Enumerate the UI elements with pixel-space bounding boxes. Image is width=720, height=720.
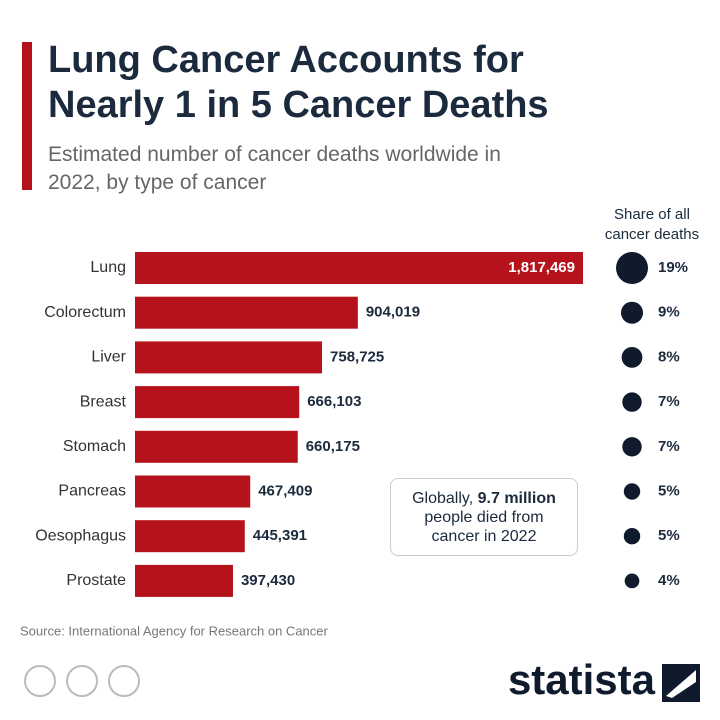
share-title: Share of all cancer deaths (605, 206, 699, 243)
share-label: 7% (658, 438, 680, 455)
value-label: 758,725 (330, 348, 384, 365)
share-label: 8% (658, 348, 680, 365)
bar (135, 564, 233, 597)
category-label: Pancreas (58, 483, 126, 500)
bar (135, 520, 245, 553)
bar (135, 430, 298, 463)
bar (135, 475, 251, 508)
share-bubble (623, 527, 641, 545)
annotation-text: Globally, 9.7 million people died from c… (399, 489, 569, 546)
annotation-part: Globally, (412, 489, 478, 507)
logo: statista (508, 656, 656, 703)
license-icons (24, 665, 140, 697)
share-label: 5% (658, 482, 680, 499)
value-label: 397,430 (241, 572, 295, 589)
category-label: Prostate (66, 572, 126, 589)
value-label: 1,817,469 (508, 259, 575, 276)
share-bubble (622, 437, 642, 457)
bar (135, 296, 358, 329)
category-label: Liver (91, 349, 126, 366)
category-label: Oesophagus (35, 527, 126, 544)
annotation-highlight: 9.7 million (477, 489, 556, 507)
category-label: Breast (80, 393, 127, 410)
share-bubble (623, 483, 641, 500)
category-label: Colorectum (44, 304, 126, 321)
annotation-part: people died from cancer in 2022 (424, 508, 544, 545)
source: Source: International Agency for Researc… (20, 623, 329, 638)
share-label: 4% (658, 572, 680, 589)
value-label: 666,103 (307, 393, 361, 410)
share-bubble (622, 392, 642, 412)
share-bubble (616, 252, 648, 284)
share-bubble (624, 573, 640, 589)
chart-subtitle: Estimated number of cancer deaths worldw… (48, 143, 501, 194)
share-bubble (621, 347, 643, 368)
category-label: Lung (90, 259, 126, 276)
bar (135, 252, 583, 284)
value-label: 467,409 (258, 482, 312, 499)
share-bubble (620, 301, 644, 324)
logo-icon (662, 664, 700, 702)
share-label: 5% (658, 527, 680, 544)
value-label: 660,175 (306, 438, 360, 455)
share-label: 19% (658, 259, 688, 276)
bar (135, 386, 300, 419)
chart-title: Lung Cancer Accounts for Nearly 1 in 5 Ca… (48, 39, 549, 126)
annotation: Globally, 9.7 million people died from c… (390, 478, 578, 556)
share-label: 7% (658, 393, 680, 410)
bar (135, 341, 323, 374)
accent-bar (22, 42, 32, 190)
share-label: 9% (658, 304, 680, 321)
category-label: Stomach (63, 438, 126, 455)
value-label: 904,019 (366, 304, 420, 321)
value-label: 445,391 (253, 527, 307, 544)
